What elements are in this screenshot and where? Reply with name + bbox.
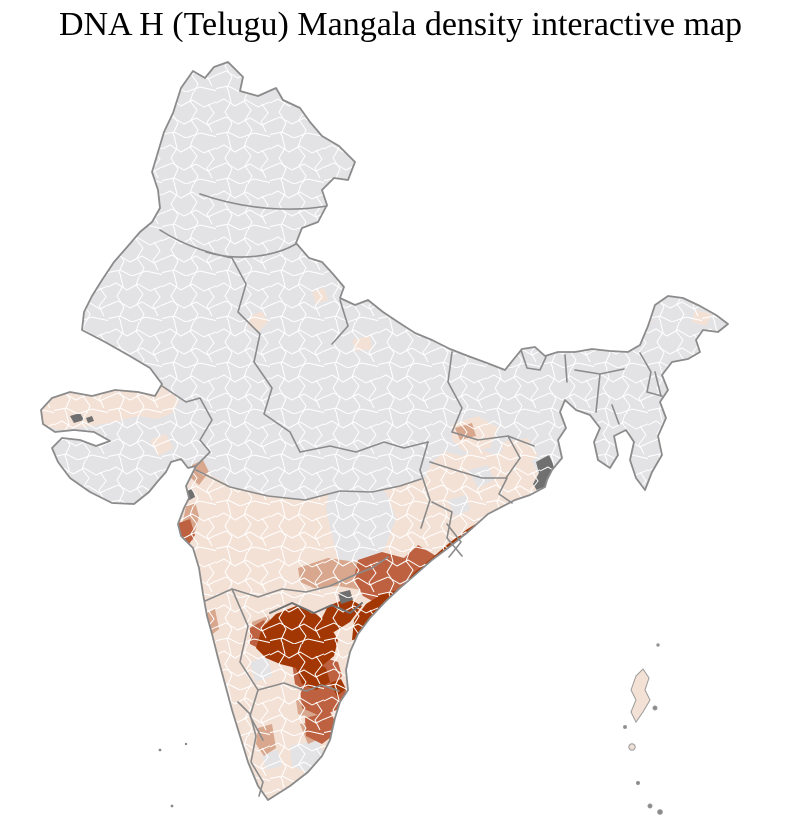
tn-gray-2[interactable] xyxy=(306,770,330,792)
lakshadweep-speck-2[interactable] xyxy=(184,742,188,746)
nicobar-island-2[interactable] xyxy=(635,780,641,786)
assam-medium[interactable] xyxy=(600,314,628,332)
assam-valley-low[interactable] xyxy=(566,308,652,344)
lakshadweep-speck-3[interactable] xyxy=(170,804,174,808)
andaman-nicobar-islands[interactable] xyxy=(623,643,663,815)
nicobar-island-3[interactable] xyxy=(647,803,653,809)
lakshadweep-speck-1[interactable] xyxy=(158,748,162,752)
andaman-islet-2[interactable] xyxy=(623,725,627,729)
state-borders xyxy=(159,193,663,797)
lakshadweep-islands[interactable] xyxy=(158,742,188,808)
ap-telangana-border xyxy=(269,602,363,614)
andaman-islet-1[interactable] xyxy=(652,705,658,711)
island-speck[interactable] xyxy=(656,643,660,647)
page-title: DNA H (Telugu) Mangala density interacti… xyxy=(58,6,743,43)
andaman-main-chain[interactable] xyxy=(630,668,651,723)
india-outline xyxy=(40,61,729,801)
nicobar-island-4[interactable] xyxy=(657,809,663,815)
ganjam-high[interactable] xyxy=(494,510,530,542)
nicobar-island-1[interactable] xyxy=(628,743,636,751)
